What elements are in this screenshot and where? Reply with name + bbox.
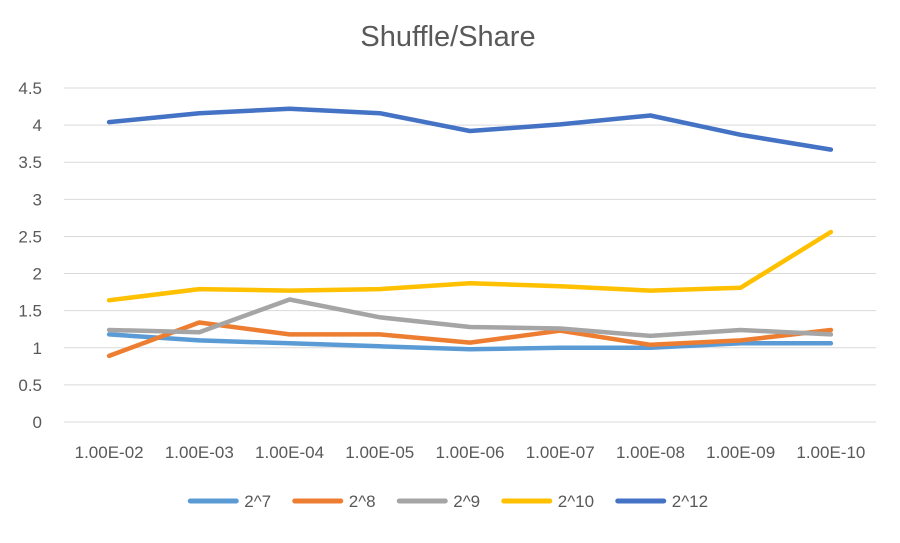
y-tick-label: 1.5: [18, 302, 42, 321]
chart-title: Shuffle/Share: [360, 21, 535, 53]
x-tick-label: 1.00E-09: [706, 443, 775, 462]
series-line-2-8: [106, 320, 834, 359]
series-line-2-7: [106, 332, 834, 352]
gridlines: [64, 87, 876, 423]
y-axis-tick-labels: 0 0.5 1 1.5 2 2.5 3 3.5 4 4.5: [18, 79, 42, 432]
y-tick-label: 3: [33, 190, 42, 209]
legend-label: 2^7: [244, 492, 271, 511]
y-tick-label: 0.5: [18, 376, 42, 395]
series-line-2-10: [106, 229, 834, 303]
x-axis-tick-labels: 1.00E-02 1.00E-03 1.00E-04 1.00E-05 1.00E-06…: [75, 443, 866, 462]
y-tick-label: 3.5: [18, 153, 42, 172]
series-lines: [106, 106, 834, 359]
series-line-2-9: [106, 297, 834, 339]
y-tick-label: 0: [33, 413, 42, 432]
y-tick-label: 4.5: [18, 79, 42, 98]
x-tick-label: 1.00E-05: [345, 443, 414, 462]
y-tick-label: 4: [33, 116, 42, 135]
y-tick-label: 2.5: [18, 227, 42, 246]
x-tick-label: 1.00E-07: [526, 443, 595, 462]
x-tick-label: 1.00E-06: [436, 443, 505, 462]
x-tick-label: 1.00E-08: [616, 443, 685, 462]
legend-label: 2^10: [558, 492, 594, 511]
x-tick-label: 1.00E-04: [255, 443, 324, 462]
x-tick-label: 1.00E-10: [796, 443, 865, 462]
y-tick-label: 2: [33, 265, 42, 284]
legend-label: 2^8: [349, 492, 376, 511]
legend: 2^7 2^8 2^9 2^10 2^12: [187, 492, 708, 511]
x-tick-label: 1.00E-02: [75, 443, 144, 462]
y-tick-label: 1: [33, 339, 42, 358]
legend-label: 2^9: [453, 492, 480, 511]
x-tick-label: 1.00E-03: [165, 443, 234, 462]
series-line-2-12: [106, 106, 834, 152]
legend-label: 2^12: [672, 492, 708, 511]
